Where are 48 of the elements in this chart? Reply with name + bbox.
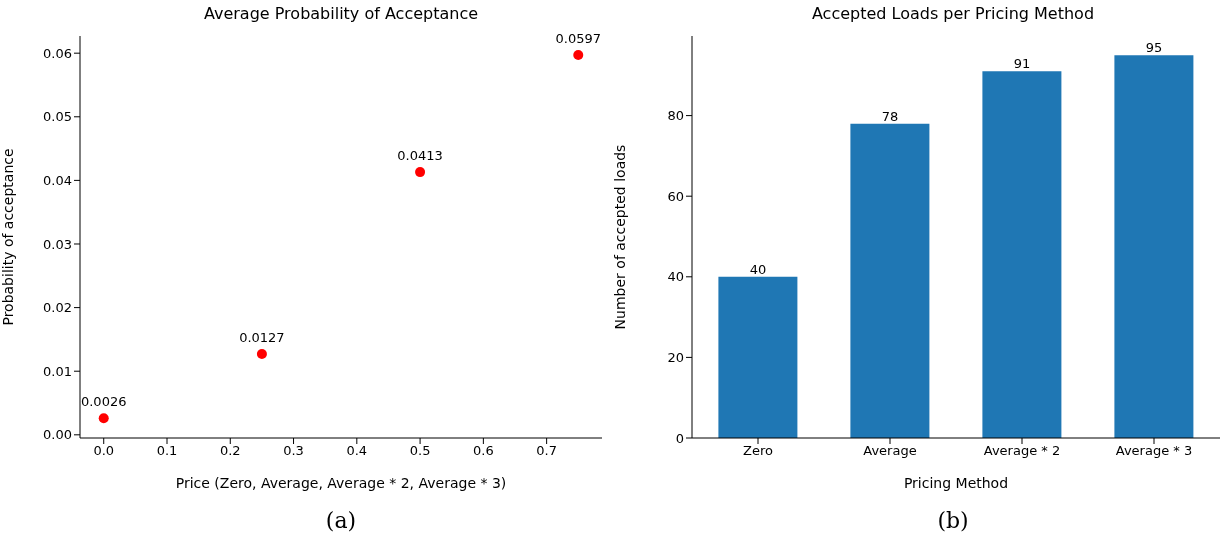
x-tick-label: Average * 3 — [1115, 443, 1193, 459]
y-tick-label: 80 — [667, 108, 684, 124]
y-tick-label: 0.02 — [43, 300, 72, 316]
bar — [850, 123, 930, 438]
y-tick-label: 40 — [667, 269, 684, 285]
x-tick-label: 0.4 — [346, 443, 368, 459]
y-tick-label: 0.00 — [43, 427, 72, 443]
y-axis-title: Number of accepted loads — [611, 144, 628, 330]
data-label: 0.0597 — [555, 30, 602, 46]
x-tick-label: 0.7 — [536, 443, 557, 459]
point — [256, 349, 267, 360]
x-tick-label: 0.6 — [473, 443, 494, 459]
y-tick-label: 0.03 — [43, 236, 72, 252]
data-label: 0.0413 — [397, 147, 443, 163]
data-label: 0.0127 — [239, 329, 285, 345]
y-tick-label: 0.04 — [43, 173, 72, 188]
y-tick-label: 0.06 — [43, 45, 72, 61]
text: (a) — [324, 508, 358, 533]
data-label: 0.0026 — [80, 393, 127, 409]
point — [98, 413, 109, 424]
data-label: 95 — [1145, 40, 1163, 56]
data-label: 91 — [1013, 56, 1031, 72]
x-axis-title: Pricing Method — [903, 475, 1009, 491]
point — [415, 167, 426, 178]
x-tick-label: Zero — [743, 443, 773, 459]
data-label: 78 — [881, 108, 899, 124]
y-tick-label: 60 — [667, 188, 684, 204]
bar — [1114, 55, 1194, 438]
chart-title: Average Probability of Acceptance — [202, 3, 480, 25]
bar — [982, 71, 1062, 438]
point — [573, 50, 584, 61]
y-tick-label: 0.05 — [43, 109, 72, 125]
x-tick-label: 0.1 — [156, 443, 178, 459]
x-tick-label: 0.5 — [409, 443, 431, 459]
x-tick-label: 0.3 — [283, 443, 304, 459]
x-tick-label: Average * 2 — [983, 443, 1061, 459]
text: (b) — [936, 508, 970, 533]
y-axis-title: Probability of acceptance — [0, 148, 16, 326]
bar — [718, 276, 798, 438]
x-axis-title: Price (Zero, Average, Average * 2, Average * 3) — [175, 475, 507, 491]
y-tick-label: 0 — [675, 430, 684, 446]
y-tick-label: 20 — [667, 350, 684, 366]
data-label: 40 — [749, 261, 767, 277]
y-tick-label: 0.01 — [43, 363, 72, 379]
x-tick-label: 0.2 — [219, 443, 241, 459]
x-tick-label: 0.0 — [93, 443, 115, 459]
x-tick-label: Average — [863, 443, 917, 459]
chart-title: Accepted Loads per Pricing Method — [810, 3, 1096, 25]
